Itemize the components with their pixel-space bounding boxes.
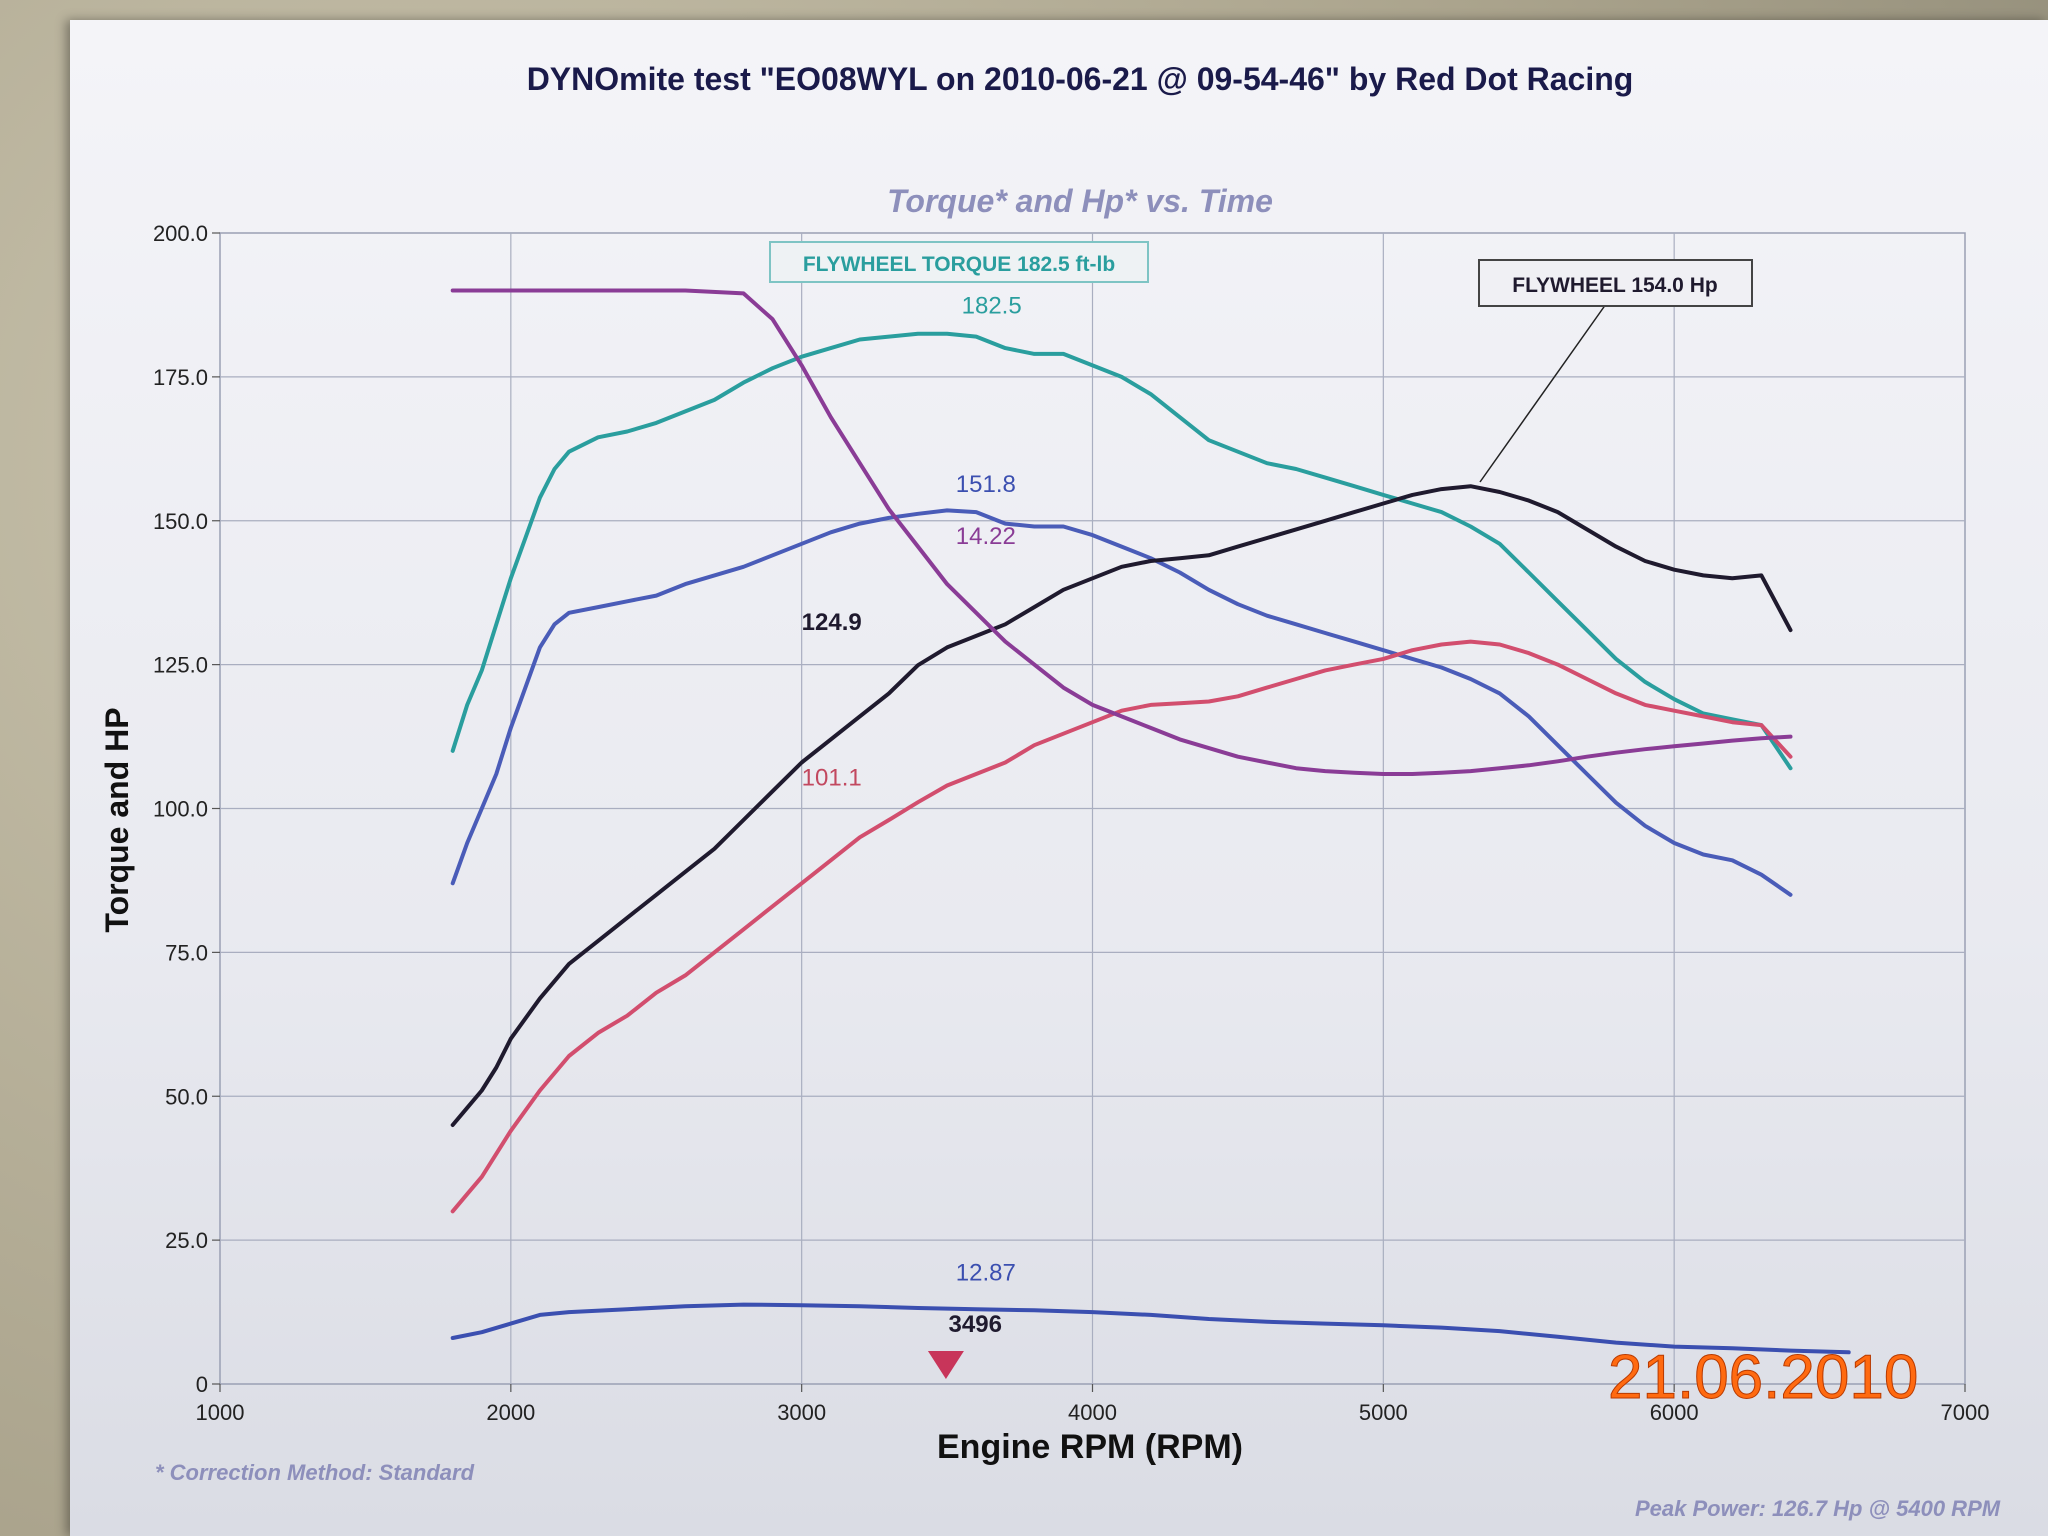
y-tick-label: 100.0 [153, 797, 208, 822]
x-tick-label: 6000 [1650, 1400, 1699, 1425]
y-tick-label: 25.0 [165, 1228, 208, 1253]
power-callout-box [1478, 259, 1753, 307]
data-label: 151.8 [956, 471, 1016, 498]
data-label: 14.22 [956, 523, 1016, 550]
plot-area: 1000 2000 3000 4000 5000 6000 7000 0 25.0 50.0 75.… [153, 221, 1990, 1425]
series-line-0 [450, 331, 1793, 771]
y-tick-label: 200.0 [153, 221, 208, 246]
x-tick-label: 4000 [1068, 1400, 1117, 1425]
torque-callout-box [769, 241, 1149, 283]
series-line-5 [450, 1302, 1851, 1355]
photo-date-stamp: 21.06.2010 [1608, 1343, 1918, 1412]
y-axis-label: Torque and HP [99, 707, 135, 932]
x-tick-label: 1000 [196, 1400, 245, 1425]
footnote-correction: * Correction Method: Standard [155, 1460, 475, 1485]
rpm-marker-triangle [927, 1351, 964, 1379]
x-tick-label: 3000 [777, 1400, 826, 1425]
series-line-1 [450, 508, 1793, 897]
x-tick-label: 2000 [486, 1400, 535, 1425]
y-tick-label: 150.0 [153, 509, 208, 534]
series-line-2 [450, 484, 1793, 1127]
torque-callout: FLYWHEEL TORQUE 182.5 ft-lb [769, 241, 1149, 283]
data-label: 124.9 [802, 609, 862, 636]
power-callout: FLYWHEEL 154.0 Hp [1478, 259, 1753, 483]
x-tick-label: 7000 [1941, 1400, 1990, 1425]
data-label: 182.5 [962, 293, 1022, 320]
data-label: 12.87 [956, 1259, 1016, 1286]
power-callout-leader [1479, 303, 1607, 483]
data-label: 101.1 [802, 764, 862, 791]
torque-callout-text: FLYWHEEL TORQUE 182.5 ft-lb [803, 253, 1115, 276]
x-tick-label: 5000 [1359, 1400, 1408, 1425]
chart-title: DYNOmite test "EO08WYL on 2010-06-21 @ 0… [527, 61, 1634, 97]
y-tick-label: 50.0 [165, 1084, 208, 1109]
y-tick-label: 0 [196, 1372, 208, 1397]
y-tick-label: 75.0 [165, 940, 208, 965]
footnote-peak-power: Peak Power: 126.7 Hp @ 5400 RPM [1635, 1496, 2001, 1521]
y-tick-label: 175.0 [153, 365, 208, 390]
series-line-4 [450, 288, 1793, 776]
series-line-3 [450, 639, 1793, 1214]
y-tick-label: 125.0 [153, 653, 208, 678]
x-axis-label: Engine RPM (RPM) [937, 1428, 1243, 1466]
power-callout-text: FLYWHEEL 154.0 Hp [1512, 274, 1717, 297]
chart-subtitle: Torque* and Hp* vs. Time [887, 183, 1273, 219]
data-label: 3496 [949, 1311, 1002, 1338]
